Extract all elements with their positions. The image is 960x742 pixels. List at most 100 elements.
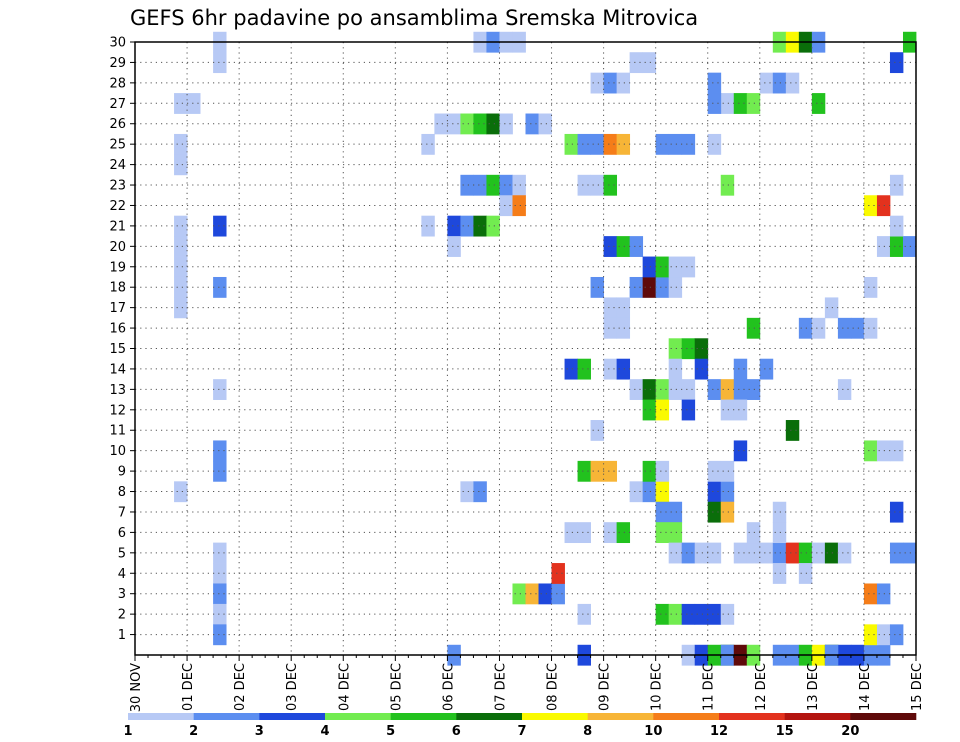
x-tick-label: 06 DEC (441, 663, 456, 711)
chart-title: GEFS 6hr padavine po ansamblima Sremska … (130, 6, 698, 30)
heatmap-cell (460, 481, 474, 503)
heatmap-cell (785, 542, 800, 564)
heatmap-cell (590, 276, 604, 298)
heatmap-cell (590, 133, 604, 155)
x-tick-label: 10 DEC (650, 663, 665, 711)
heatmap-cell (889, 236, 904, 257)
heatmap-cell (213, 563, 227, 584)
legend-label: 10 (644, 724, 662, 739)
heatmap-cell (798, 563, 813, 584)
legend-swatch (719, 713, 785, 720)
heatmap-cell (629, 379, 644, 400)
y-tick-label: 10 (109, 444, 126, 459)
legend-label: 1 (123, 724, 132, 739)
heatmap-cell (772, 72, 787, 94)
heatmap-cell (889, 215, 904, 237)
heatmap-cell (785, 420, 800, 441)
heatmap-cell (798, 542, 813, 564)
heatmap-cell (174, 276, 188, 298)
heatmap-cell (538, 113, 552, 135)
heatmap-cell (889, 174, 904, 196)
heatmap-cell (499, 174, 513, 196)
heatmap-cell (174, 215, 188, 237)
x-tick-label: 03 DEC (285, 663, 300, 711)
heatmap-cell (577, 460, 591, 482)
legend-label: 3 (255, 724, 264, 739)
heatmap-cell (668, 133, 683, 155)
x-tick-label: 02 DEC (233, 663, 248, 711)
heatmap-cell (668, 358, 683, 380)
heatmap-cell (564, 522, 578, 544)
y-tick-label: 28 (109, 76, 126, 91)
y-tick-label: 13 (109, 383, 126, 398)
heatmap-cell (577, 133, 591, 155)
heatmap-cell (733, 93, 748, 114)
heatmap-cell (473, 174, 487, 196)
heatmap-cell (512, 195, 526, 217)
heatmap-cell (837, 379, 852, 400)
heatmap-cell (447, 215, 461, 237)
heatmap-cell (590, 174, 604, 196)
heatmap-cell (538, 583, 552, 605)
x-tick-label: 07 DEC (493, 663, 508, 711)
heatmap-cell (889, 52, 904, 74)
y-tick-label: 23 (109, 179, 126, 194)
y-tick-label: 9 (118, 465, 126, 480)
x-tick-label: 12 DEC (754, 663, 769, 711)
heatmap-cell (421, 215, 435, 237)
heatmap-cell (733, 542, 748, 564)
heatmap-cell (694, 338, 709, 360)
x-tick-label: 08 DEC (546, 663, 561, 711)
heatmap-cell (668, 276, 683, 298)
heatmap-cell (876, 583, 891, 605)
x-tick-label: 05 DEC (389, 663, 404, 711)
y-tick-label: 24 (109, 158, 126, 173)
heatmap-cell (902, 542, 917, 564)
y-tick-label: 21 (109, 219, 126, 234)
heatmap-cell (863, 624, 878, 646)
heatmap-cell (525, 113, 539, 135)
heatmap-cell (694, 358, 709, 380)
heatmap-cell (707, 501, 722, 523)
heatmap-cell (512, 174, 526, 196)
heatmap-cell (603, 460, 618, 482)
y-tick-label: 19 (109, 260, 126, 275)
heatmap-cell (187, 93, 201, 114)
heatmap-cell (772, 542, 787, 564)
heatmap-cell (616, 133, 631, 155)
heatmap-cell (759, 542, 774, 564)
heatmap-cell (642, 460, 657, 482)
heatmap-cell (668, 522, 683, 544)
heatmap-cell (720, 379, 735, 400)
x-tick-label: 15 DEC (910, 663, 925, 711)
heatmap-cell (707, 603, 722, 625)
legend-label: 7 (517, 724, 526, 739)
x-tick-label: 04 DEC (337, 663, 352, 711)
heatmap-cell (720, 399, 735, 421)
heatmap-cell (616, 72, 631, 94)
heatmap-cell (733, 379, 748, 400)
heatmap-cell (616, 317, 631, 339)
heatmap-cell (577, 174, 591, 196)
color-legend: 1 2 3 4 5 6 7 8 10 12 15 20 (123, 713, 917, 739)
heatmap-cell (681, 256, 696, 278)
heatmap-cell (668, 603, 683, 625)
heatmap-cell (837, 317, 852, 339)
heatmap-cell (681, 379, 696, 400)
heatmap-cell (603, 133, 618, 155)
heatmap-cell (863, 583, 878, 605)
heatmap-cell (629, 236, 644, 257)
legend-swatch (390, 713, 457, 720)
heatmap-cell (577, 522, 591, 544)
y-tick-label: 1 (118, 628, 126, 643)
y-tick-label: 26 (109, 117, 126, 132)
heatmap-cell (746, 542, 761, 564)
heatmap-cell (642, 379, 657, 400)
heatmap-cell (759, 72, 774, 94)
heatmap-cell (850, 317, 865, 339)
heatmap-cell (824, 297, 839, 319)
heatmap-cell (642, 399, 657, 421)
heatmap-cell (616, 236, 631, 257)
heatmap-cells (174, 31, 917, 666)
heatmap-cell (486, 215, 500, 237)
